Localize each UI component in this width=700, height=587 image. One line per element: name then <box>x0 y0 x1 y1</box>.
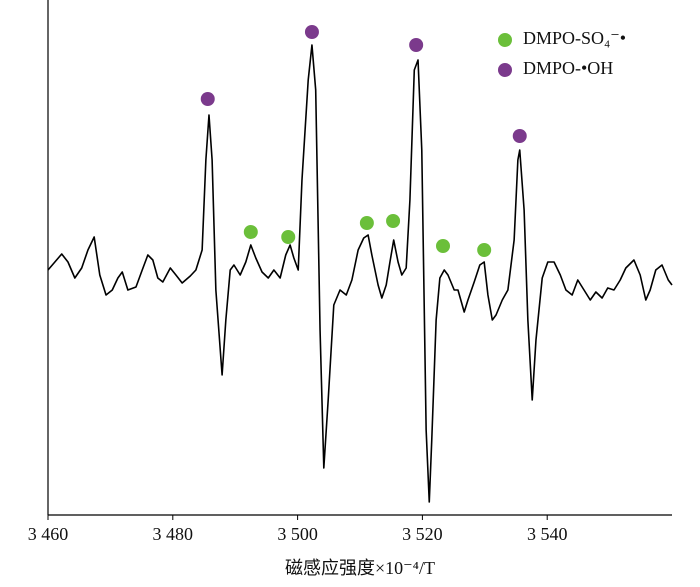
spectrum-line <box>47 44 673 503</box>
x-tick-label: 3 540 <box>527 524 568 544</box>
peak-marker <box>435 239 450 253</box>
x-tick-label: 3 480 <box>153 524 194 544</box>
peak-marker <box>281 230 296 244</box>
x-tick-label: 3 460 <box>28 524 69 544</box>
peak-marker <box>477 243 492 257</box>
peak-marker <box>512 129 527 143</box>
peak-marker <box>359 216 374 230</box>
legend-label: DMPO-•OH <box>523 58 613 78</box>
x-axis-label: 磁感应强度×10⁻⁴/T <box>285 558 435 578</box>
legend-marker <box>498 33 512 47</box>
peak-marker <box>386 214 401 228</box>
x-tick-label: 3 520 <box>402 524 443 544</box>
legend-marker <box>498 63 512 77</box>
peak-marker <box>200 92 215 106</box>
peak-marker <box>409 38 424 52</box>
legend-label: DMPO-SO₄⁻• <box>523 28 626 48</box>
x-tick-label: 3 500 <box>277 524 318 544</box>
peak-marker <box>243 225 258 239</box>
peak-marker <box>304 25 319 39</box>
